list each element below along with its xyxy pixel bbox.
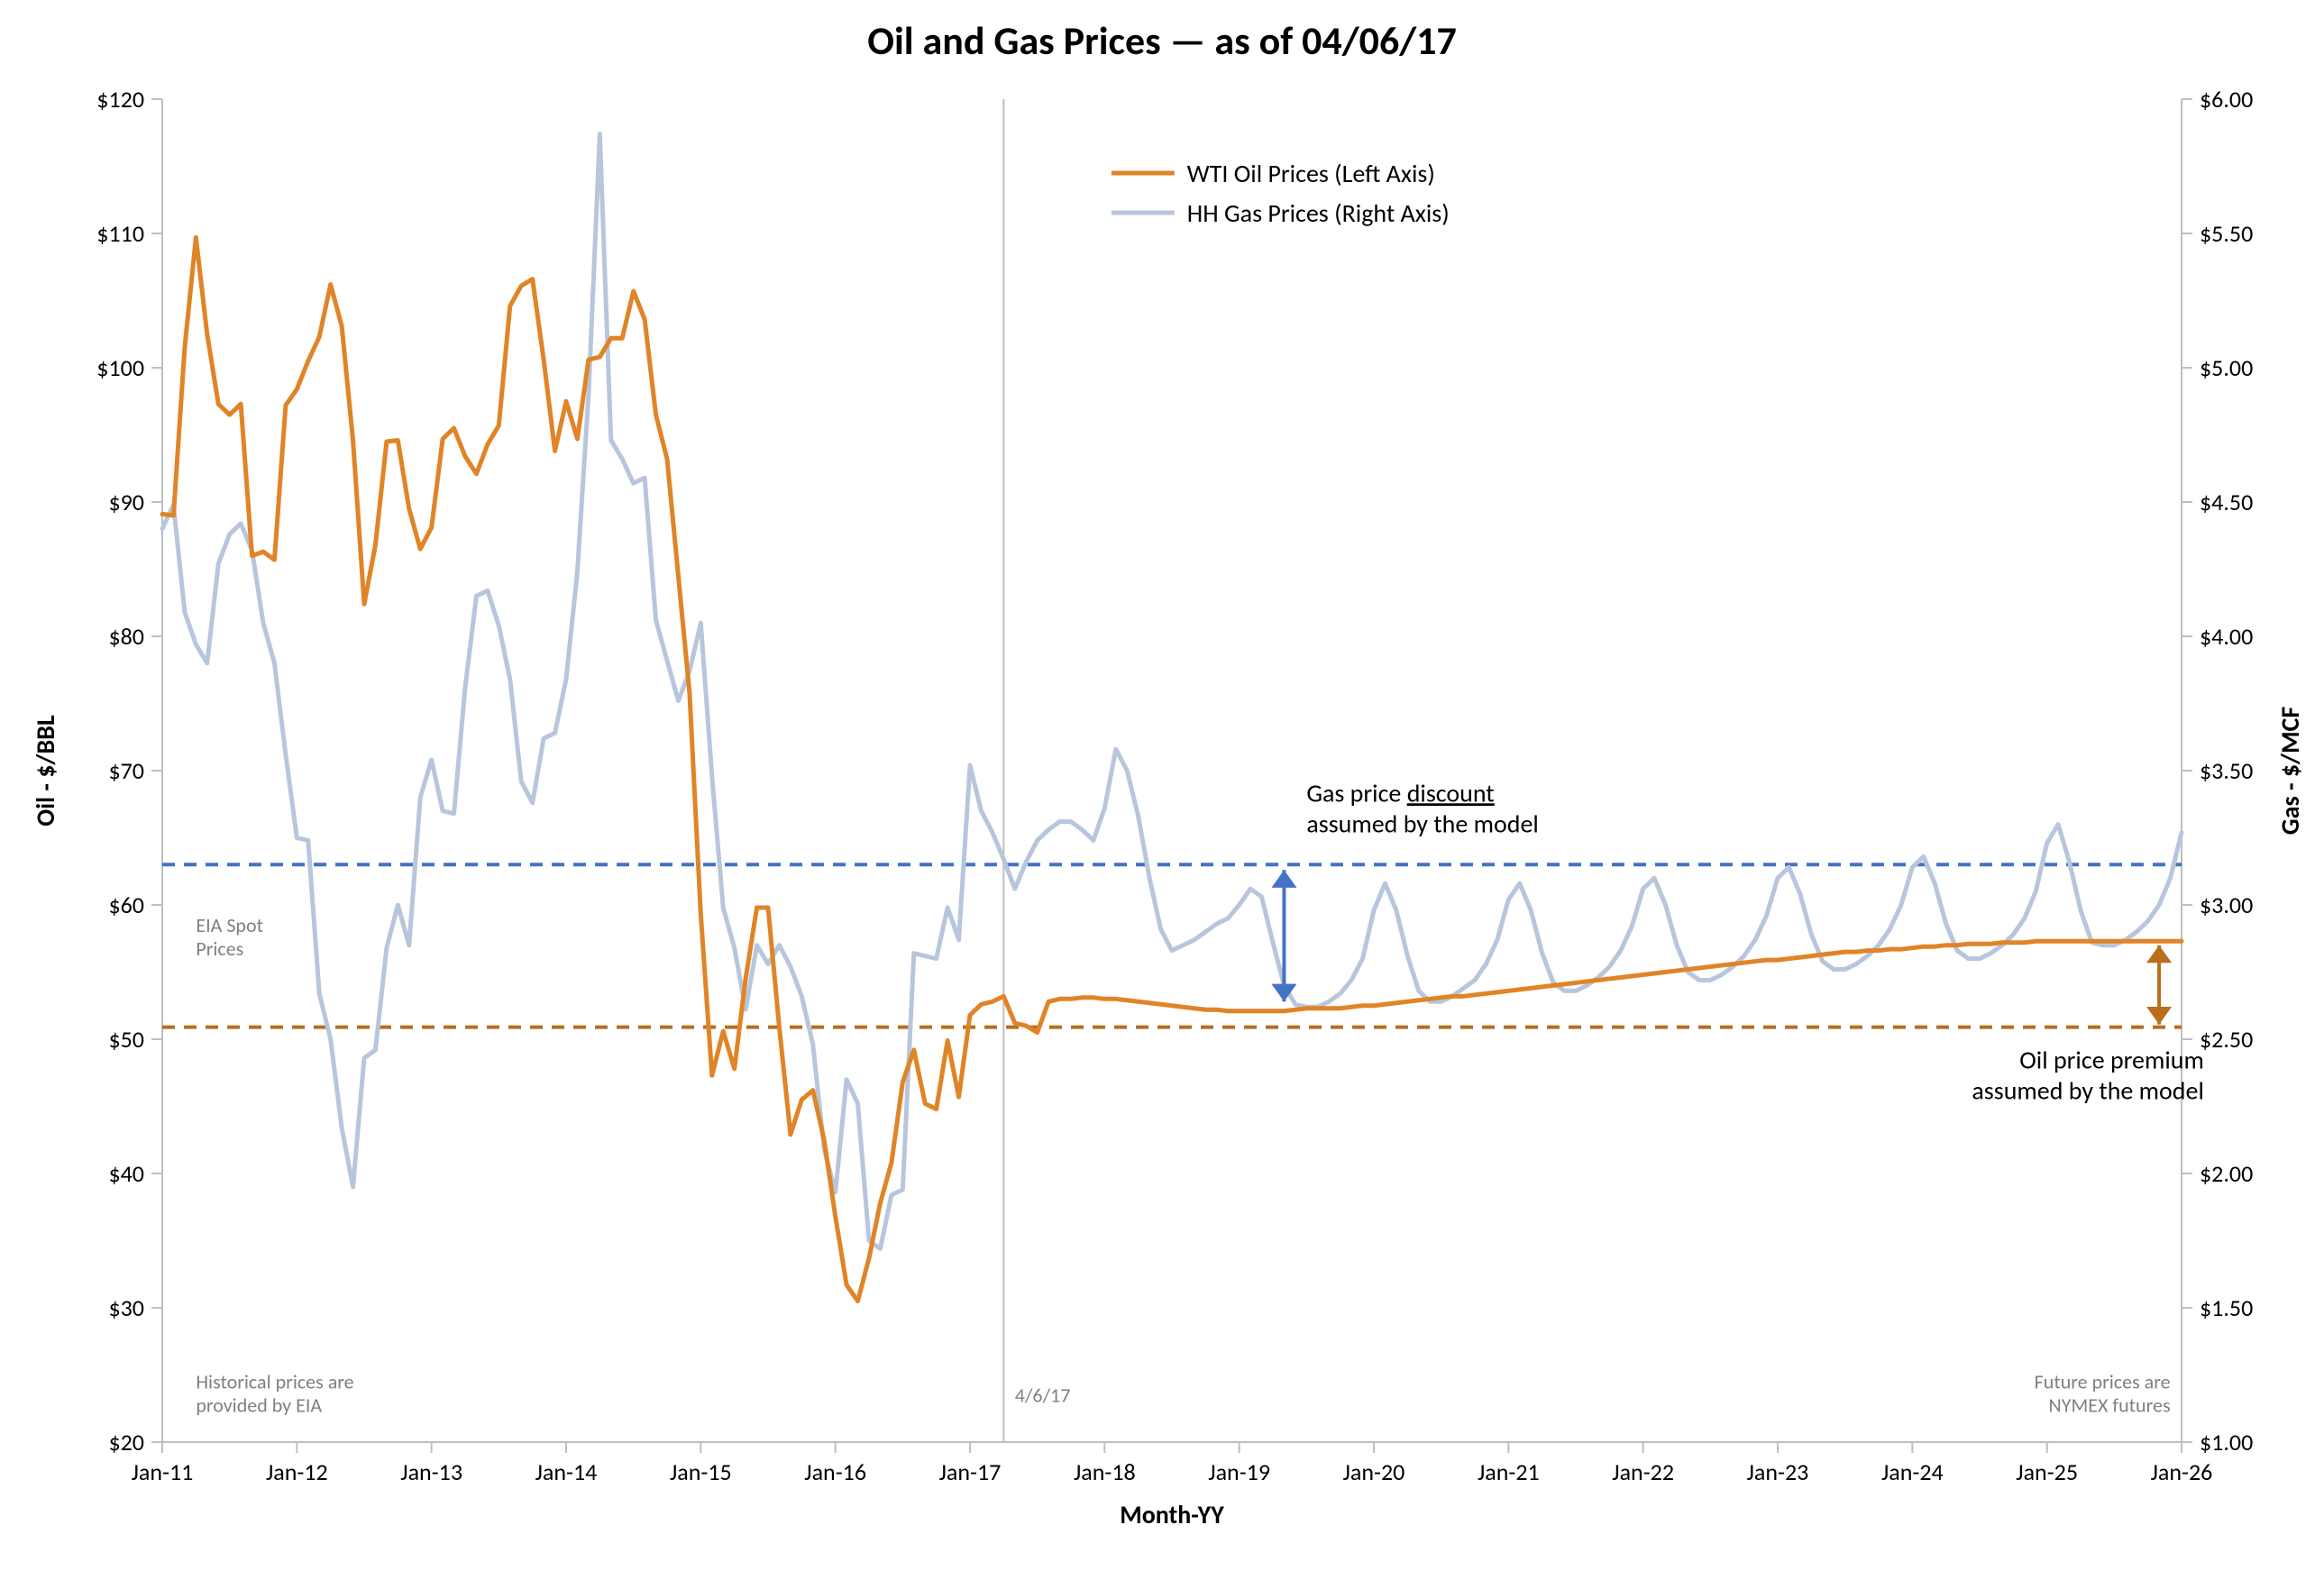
y-right-tick: $2.00 bbox=[2200, 1159, 2253, 1188]
x-tick: Jan-18 bbox=[1074, 1457, 1136, 1486]
legend-label: WTI Oil Prices (Left Axis) bbox=[1187, 158, 1435, 189]
y-right-tick: $2.50 bbox=[2200, 1025, 2253, 1054]
eia-spot-label: EIA Spot bbox=[196, 913, 263, 937]
y-right-tick: $6.00 bbox=[2200, 85, 2253, 114]
y-right-tick: $4.00 bbox=[2200, 622, 2253, 651]
historical-note-2: provided by EIA bbox=[196, 1393, 322, 1417]
x-tick: Jan-16 bbox=[804, 1457, 866, 1486]
gas-discount-label: Gas price discount bbox=[1306, 777, 1494, 808]
future-note: Future prices are bbox=[2035, 1369, 2171, 1393]
x-tick: Jan-13 bbox=[400, 1457, 462, 1486]
y-right-tick: $1.50 bbox=[2200, 1293, 2253, 1322]
y-left-tick: $70 bbox=[108, 756, 144, 785]
y-right-tick: $1.00 bbox=[2200, 1428, 2253, 1457]
x-tick: Jan-15 bbox=[670, 1457, 732, 1486]
x-tick: Jan-26 bbox=[2151, 1457, 2213, 1486]
y-left-tick: $100 bbox=[96, 353, 144, 382]
x-tick: Jan-11 bbox=[132, 1457, 194, 1486]
x-tick: Jan-25 bbox=[2016, 1457, 2078, 1486]
y-left-tick: $60 bbox=[108, 890, 144, 919]
x-tick: Jan-23 bbox=[1747, 1457, 1809, 1486]
x-tick: Jan-24 bbox=[1881, 1457, 1944, 1486]
chart-container: Oil and Gas Prices — as of 04/06/17 $20 $3… bbox=[0, 0, 2324, 1580]
x-tick: Jan-20 bbox=[1343, 1457, 1405, 1486]
asof-note: 4/6/17 bbox=[1015, 1383, 1071, 1407]
y-left-tick: $40 bbox=[108, 1159, 144, 1188]
legend-label: HH Gas Prices (Right Axis) bbox=[1187, 197, 1450, 229]
y-left-tick: $30 bbox=[108, 1293, 144, 1322]
y-left-tick: $90 bbox=[108, 488, 144, 516]
chart-svg: Oil and Gas Prices — as of 04/06/17 $20 $3… bbox=[0, 0, 2324, 1580]
y-right-label: Gas - $/MCF bbox=[2274, 707, 2306, 836]
y-left-tick: $110 bbox=[96, 219, 144, 248]
series-hh-gas bbox=[162, 134, 2182, 1249]
x-label: Month-YY bbox=[1120, 1499, 1224, 1530]
x-tick: Jan-17 bbox=[939, 1457, 1002, 1486]
oil-premium-label-2: assumed by the model bbox=[1972, 1075, 2204, 1107]
y-left-tick: $80 bbox=[108, 622, 144, 651]
y-right-tick: $3.50 bbox=[2200, 756, 2253, 785]
y-left-tick: $50 bbox=[108, 1025, 144, 1054]
series-wti-oil bbox=[162, 237, 2182, 1301]
y-left-tick: $120 bbox=[96, 85, 144, 114]
gas-discount-label-2: assumed by the model bbox=[1306, 808, 1539, 839]
x-tick: Jan-19 bbox=[1208, 1457, 1270, 1486]
y-right-tick: $5.50 bbox=[2200, 219, 2253, 248]
future-note-2: NYMEX futures bbox=[2049, 1393, 2171, 1417]
oil-premium-label: Oil price premium bbox=[2019, 1045, 2204, 1076]
x-tick: Jan-14 bbox=[535, 1457, 598, 1486]
x-tick: Jan-12 bbox=[266, 1457, 328, 1486]
x-tick: Jan-21 bbox=[1478, 1457, 1540, 1486]
eia-spot-label-2: Prices bbox=[196, 936, 243, 961]
y-right-tick: $3.00 bbox=[2200, 890, 2253, 919]
chart-title: Oil and Gas Prices — as of 04/06/17 bbox=[867, 16, 1457, 65]
y-left-tick: $20 bbox=[108, 1428, 144, 1457]
y-left-label: Oil - $/BBL bbox=[30, 715, 61, 827]
x-tick: Jan-22 bbox=[1612, 1457, 1674, 1486]
y-right-tick: $4.50 bbox=[2200, 488, 2253, 516]
y-right-tick: $5.00 bbox=[2200, 353, 2253, 382]
historical-note: Historical prices are bbox=[196, 1369, 353, 1393]
